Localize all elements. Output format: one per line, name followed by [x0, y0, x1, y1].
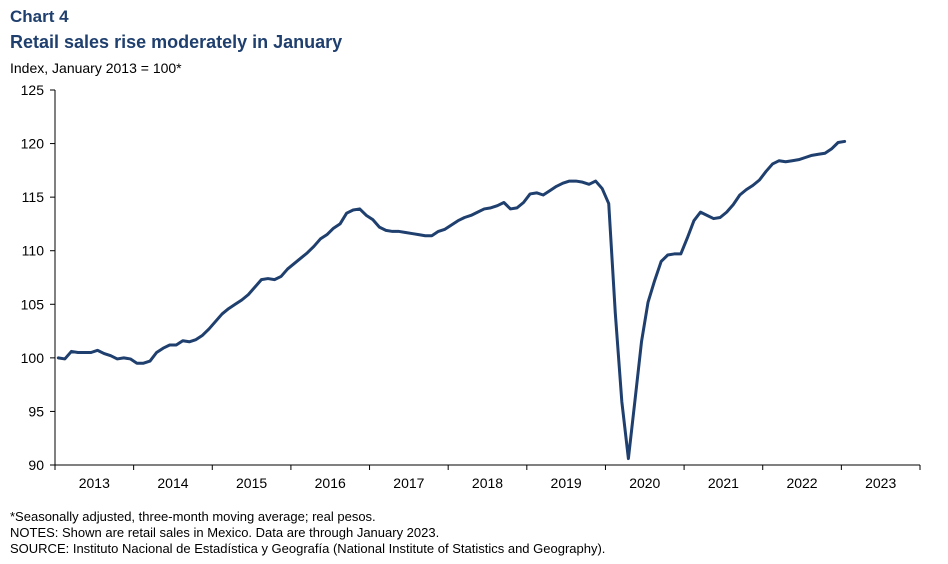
x-tick-label: 2017	[393, 475, 424, 491]
chart-title: Retail sales rise moderately in January	[10, 32, 343, 52]
x-tick-label: 2020	[629, 475, 660, 491]
y-tick-label: 95	[28, 403, 44, 419]
footnote: *Seasonally adjusted, three-month moving…	[10, 509, 376, 524]
y-tick-labels: 90 95 100 105 110 115 120 125	[21, 82, 45, 473]
x-tick-label: 2023	[865, 475, 896, 491]
x-tick-label: 2022	[786, 475, 817, 491]
x-tick-label: 2013	[79, 475, 110, 491]
chart-notes: *Seasonally adjusted, three-month moving…	[10, 509, 605, 557]
chart-label: Chart 4	[10, 7, 69, 26]
x-tick-label: 2016	[315, 475, 346, 491]
x-tick-label: 2015	[236, 475, 267, 491]
y-tick-label: 125	[21, 82, 45, 98]
series-line-0	[56, 139, 847, 461]
axes	[50, 89, 921, 470]
series-layer	[56, 139, 847, 461]
y-tick-label: 110	[22, 243, 45, 259]
x-tick-label: 2014	[157, 475, 188, 491]
y-tick-label: 100	[21, 350, 45, 366]
y-tick-label: 115	[22, 189, 45, 205]
x-tick-labels: 2013 2014 2015 2016 2017 2018 2019 2020 2021 2022…	[79, 475, 897, 491]
notes-text: NOTES: Shown are retail sales in Mexico.…	[10, 525, 440, 540]
y-axis-label: Index, January 2013 = 100*	[10, 60, 182, 76]
y-tick-label: 90	[28, 457, 44, 473]
y-tick-label: 120	[21, 136, 45, 152]
source-text: SOURCE: Instituto Nacional de Estadístic…	[10, 541, 606, 556]
x-tick-label: 2019	[551, 475, 582, 491]
x-tick-label: 2018	[472, 475, 503, 491]
y-tick-label: 105	[21, 296, 45, 312]
x-tick-label: 2021	[708, 475, 739, 491]
